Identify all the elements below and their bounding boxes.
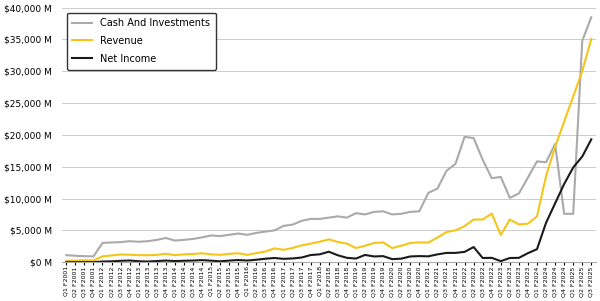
Revenue	[117, 253, 124, 256]
Revenue	[62, 259, 70, 262]
Net Income	[199, 258, 206, 262]
Cash And Investments	[588, 15, 595, 19]
Cash And Investments	[452, 162, 459, 166]
Net Income	[443, 251, 450, 255]
Cash And Investments	[62, 253, 70, 257]
Revenue	[144, 253, 151, 257]
Net Income	[62, 260, 70, 264]
Cash And Investments	[343, 216, 350, 219]
Revenue	[588, 37, 595, 41]
Line: Cash And Investments: Cash And Investments	[66, 17, 592, 256]
Revenue	[334, 240, 341, 244]
Cash And Investments	[126, 239, 133, 243]
Net Income	[588, 138, 595, 141]
Net Income	[334, 253, 341, 257]
Cash And Investments	[153, 238, 160, 242]
Revenue	[199, 251, 206, 255]
Cash And Investments	[90, 255, 97, 258]
Cash And Investments	[208, 234, 215, 237]
Net Income	[81, 260, 88, 264]
Revenue	[443, 230, 450, 234]
Revenue	[81, 259, 88, 262]
Net Income	[117, 259, 124, 263]
Legend: Cash And Investments, Revenue, Net Income: Cash And Investments, Revenue, Net Incom…	[67, 13, 215, 70]
Cash And Investments	[81, 254, 88, 258]
Net Income	[144, 260, 151, 263]
Line: Revenue: Revenue	[66, 39, 592, 261]
Line: Net Income: Net Income	[66, 139, 592, 262]
